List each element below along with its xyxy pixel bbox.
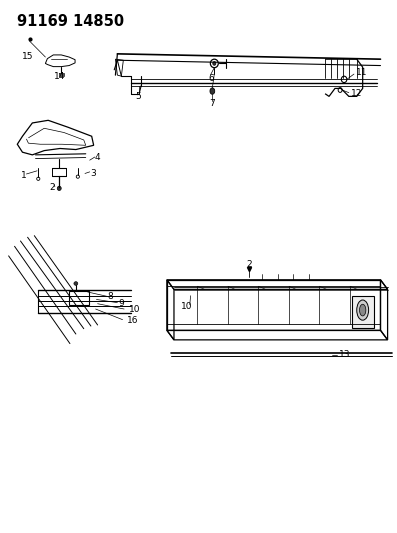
Ellipse shape <box>74 281 78 285</box>
Text: 6: 6 <box>208 74 214 83</box>
Text: 9: 9 <box>118 298 124 308</box>
Text: 7: 7 <box>210 99 215 108</box>
Ellipse shape <box>357 300 368 320</box>
Text: 2: 2 <box>246 261 252 269</box>
Bar <box>59 73 64 76</box>
Text: 10: 10 <box>181 302 193 311</box>
Ellipse shape <box>57 186 61 190</box>
Text: 14: 14 <box>54 71 65 80</box>
Text: 10: 10 <box>129 305 140 314</box>
Text: 11: 11 <box>356 69 368 77</box>
Text: 91169 14850: 91169 14850 <box>17 14 123 29</box>
Text: 16: 16 <box>127 316 139 325</box>
FancyBboxPatch shape <box>352 296 374 328</box>
Ellipse shape <box>360 304 366 316</box>
Text: 3: 3 <box>90 169 96 179</box>
Text: 2: 2 <box>49 183 55 192</box>
Text: 5: 5 <box>135 92 141 101</box>
Text: 8: 8 <box>108 292 114 301</box>
Text: 15: 15 <box>22 52 33 61</box>
Text: 1: 1 <box>21 171 27 180</box>
Bar <box>69 291 89 305</box>
Text: 13: 13 <box>339 350 351 359</box>
Ellipse shape <box>213 62 216 65</box>
Text: 4: 4 <box>95 153 100 162</box>
Ellipse shape <box>210 88 215 94</box>
Text: 12: 12 <box>351 89 362 98</box>
